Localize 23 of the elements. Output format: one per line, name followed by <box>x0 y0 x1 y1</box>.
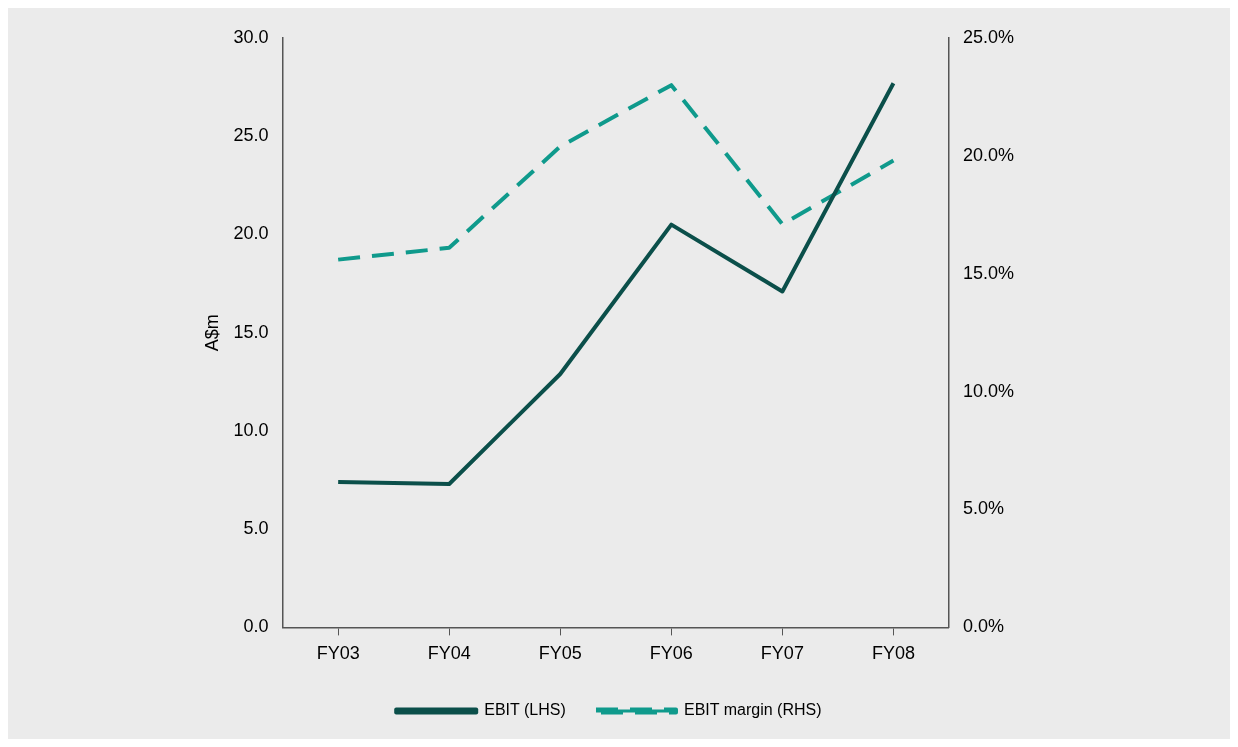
y2-tick-label: 15.0% <box>962 262 1015 283</box>
x-tick-label: FY06 <box>649 643 693 664</box>
x-tick-label: FY08 <box>871 643 915 664</box>
line-series <box>336 83 896 262</box>
y-tick-label: 30.0 <box>233 26 269 47</box>
y2-tick-label: 5.0% <box>962 498 1004 519</box>
y2-tick-label: 0.0% <box>962 616 1004 637</box>
y-tick-label: 0.0 <box>243 616 269 637</box>
legend-label: EBIT (LHS) <box>484 701 566 719</box>
y-tick-label: 5.0 <box>243 518 269 539</box>
y-tick-label: 20.0 <box>233 223 269 244</box>
x-tick-label: FY07 <box>760 643 804 664</box>
y2-tick-label: 10.0% <box>962 380 1015 401</box>
x-tick-label: FY05 <box>538 643 582 664</box>
y2-tick-label: 25.0% <box>962 26 1015 47</box>
y-tick-label: 25.0 <box>233 125 269 146</box>
y-axis-title: A$m <box>201 314 222 352</box>
y-tick-label: 10.0 <box>233 419 269 440</box>
x-tick-label: FY03 <box>316 643 360 664</box>
y-tick-label: 15.0 <box>233 321 269 342</box>
legend-label: EBIT margin (RHS) <box>684 701 822 719</box>
x-tick-label: FY04 <box>427 643 471 664</box>
y2-tick-label: 20.0% <box>962 144 1015 165</box>
